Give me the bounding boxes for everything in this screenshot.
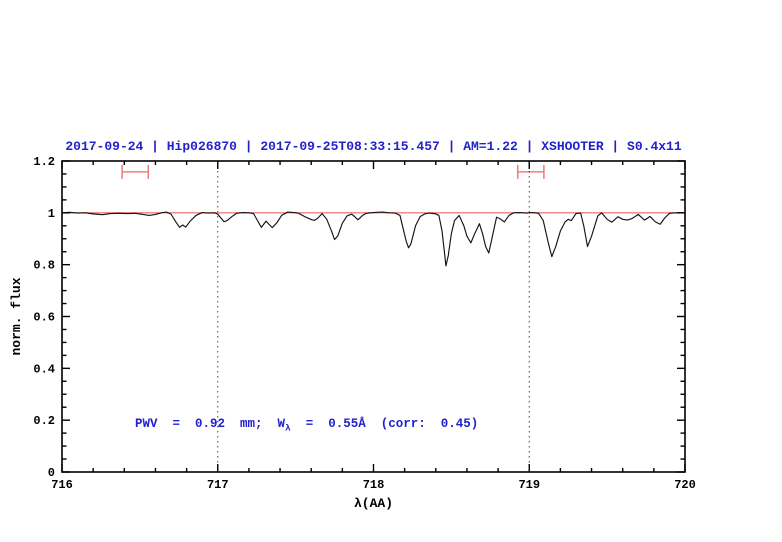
spectrum-line	[61, 211, 686, 267]
x-tick-label: 718	[363, 478, 385, 492]
pwv-annotation: PWV = 0.92 mm; Wλ = 0.55Å (corr: 0.45)	[135, 416, 478, 434]
range-markers	[121, 164, 545, 179]
plot-title: 2017-09-24 | Hip026870 | 2017-09-25T08:3…	[65, 139, 681, 154]
y-tick-label: 1	[48, 207, 55, 221]
pwv-annotation-part1: PWV = 0.92 mm; W	[135, 417, 286, 431]
range-marker-1	[121, 164, 150, 179]
y-tick-label: 0.6	[33, 311, 55, 325]
range-marker-2	[516, 164, 545, 179]
pwv-annotation-part2: = 0.55Å (corr: 0.45)	[291, 416, 479, 431]
x-tick-label: 719	[518, 478, 540, 492]
plot-frame	[61, 160, 686, 473]
pwv-annotation-sub-lambda: λ	[285, 423, 291, 434]
dotted-reference-lines	[217, 161, 530, 472]
y-tick-label: 1.2	[33, 155, 55, 169]
axis-tick-labels: 716 717 718 719 720 0 0.2 0.4 0.6 0.8 1 1.2	[33, 155, 695, 492]
y-tick-label: 0	[48, 466, 55, 480]
x-tick-label: 717	[207, 478, 229, 492]
x-tick-label: 716	[51, 478, 73, 492]
x-tick-label: 720	[674, 478, 696, 492]
x-axis-label: λ(AA)	[354, 496, 393, 511]
y-tick-label: 0.8	[33, 259, 55, 273]
y-tick-label: 0.4	[33, 362, 55, 376]
spectrum-path	[61, 211, 686, 267]
y-tick-label: 0.2	[33, 414, 55, 428]
y-axis-label: norm. flux	[9, 277, 24, 355]
